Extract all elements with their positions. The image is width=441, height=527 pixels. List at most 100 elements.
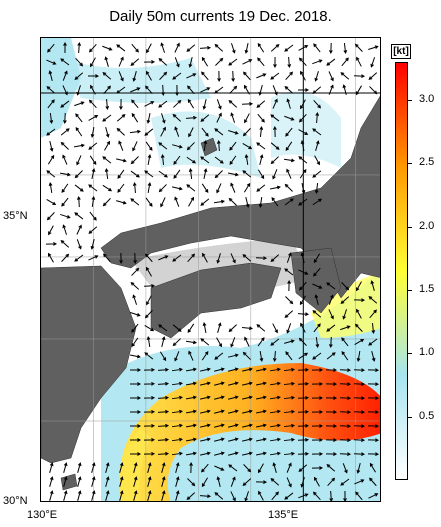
current-arrow (160, 42, 166, 53)
current-arrow (298, 337, 307, 346)
current-arrow (46, 86, 56, 94)
current-arrow (367, 410, 380, 414)
current-arrow (228, 58, 238, 66)
current-arrow (62, 224, 68, 235)
current-arrow (228, 99, 238, 108)
current-arrow (259, 154, 264, 165)
current-arrow (129, 368, 142, 372)
current-arrow (213, 199, 225, 204)
current-arrow (228, 423, 239, 428)
current-arrow (257, 337, 265, 347)
current-arrow (77, 462, 82, 473)
colorbar-tick-mark (408, 163, 412, 165)
current-arrow (132, 71, 137, 82)
current-arrow (298, 269, 309, 275)
current-arrow (311, 438, 324, 442)
current-arrow (157, 367, 170, 372)
current-arrow (91, 476, 96, 487)
current-arrow (216, 183, 222, 194)
current-arrow (46, 199, 57, 206)
current-arrow (172, 338, 181, 347)
current-arrow (343, 42, 348, 55)
current-arrow (270, 43, 280, 52)
current-arrow (342, 463, 348, 474)
current-arrow (243, 84, 250, 95)
current-arrow (46, 170, 56, 178)
current-arrow (256, 100, 266, 108)
current-arrow (341, 57, 349, 67)
current-arrow (171, 409, 183, 414)
current-arrow (311, 382, 324, 386)
current-arrow (328, 294, 334, 305)
current-arrow (311, 396, 324, 400)
current-arrow (171, 423, 183, 428)
current-arrow (143, 382, 156, 386)
current-arrow (77, 490, 82, 501)
current-map-canvas (41, 38, 380, 501)
current-arrow (367, 368, 380, 372)
current-arrow (256, 409, 267, 414)
current-arrow (297, 381, 310, 386)
current-arrow (216, 112, 222, 123)
current-arrow (131, 323, 139, 333)
current-arrow (214, 170, 223, 179)
current-arrow (244, 113, 250, 124)
current-arrow (354, 43, 363, 52)
current-vector-field (45, 41, 380, 501)
current-arrow (298, 45, 309, 51)
current-arrow (283, 367, 296, 372)
current-arrow (216, 139, 221, 152)
current-arrow (231, 70, 236, 83)
current-arrow (119, 98, 123, 111)
current-arrow (328, 71, 334, 82)
current-arrow (356, 350, 361, 362)
current-arrow (216, 99, 222, 110)
current-arrow (171, 437, 183, 442)
current-arrow (185, 395, 197, 400)
current-arrow (60, 100, 70, 108)
current-arrow (129, 129, 141, 134)
current-arrow (132, 294, 138, 305)
colorbar-tick-mark (408, 226, 412, 228)
current-arrow (145, 141, 153, 151)
current-arrow (200, 409, 211, 414)
current-arrow (130, 58, 140, 66)
current-arrow (45, 242, 58, 246)
current-arrow (200, 395, 211, 400)
current-arrow (297, 451, 310, 456)
current-arrow (273, 125, 277, 138)
current-arrow (312, 86, 322, 94)
current-arrow (284, 492, 294, 500)
current-arrow (228, 451, 239, 456)
current-arrow (229, 141, 237, 151)
current-arrow (313, 253, 321, 264)
current-arrow (131, 43, 139, 53)
current-arrow (144, 170, 154, 178)
current-arrow (341, 351, 349, 361)
current-arrow (315, 140, 320, 151)
current-arrow (104, 168, 109, 180)
current-arrow (339, 438, 352, 442)
current-arrow (298, 57, 307, 67)
current-arrow (116, 200, 127, 205)
current-arrow (147, 182, 152, 194)
current-arrow (299, 295, 307, 306)
current-arrow (103, 253, 111, 263)
current-arrow (298, 129, 309, 135)
current-arrow (158, 184, 167, 193)
current-arrow (158, 324, 168, 332)
current-arrow (272, 350, 277, 363)
current-arrow (188, 57, 193, 68)
current-arrow (146, 113, 151, 124)
current-arrow (87, 74, 100, 78)
current-arrow (202, 252, 208, 263)
current-arrow (130, 312, 141, 317)
current-arrow (242, 423, 253, 428)
current-arrow (243, 182, 251, 193)
current-arrow (297, 367, 310, 372)
current-arrow (46, 59, 57, 65)
current-arrow (241, 102, 254, 106)
current-arrow (228, 197, 237, 206)
current-arrow (371, 322, 376, 335)
current-arrow (144, 101, 155, 107)
